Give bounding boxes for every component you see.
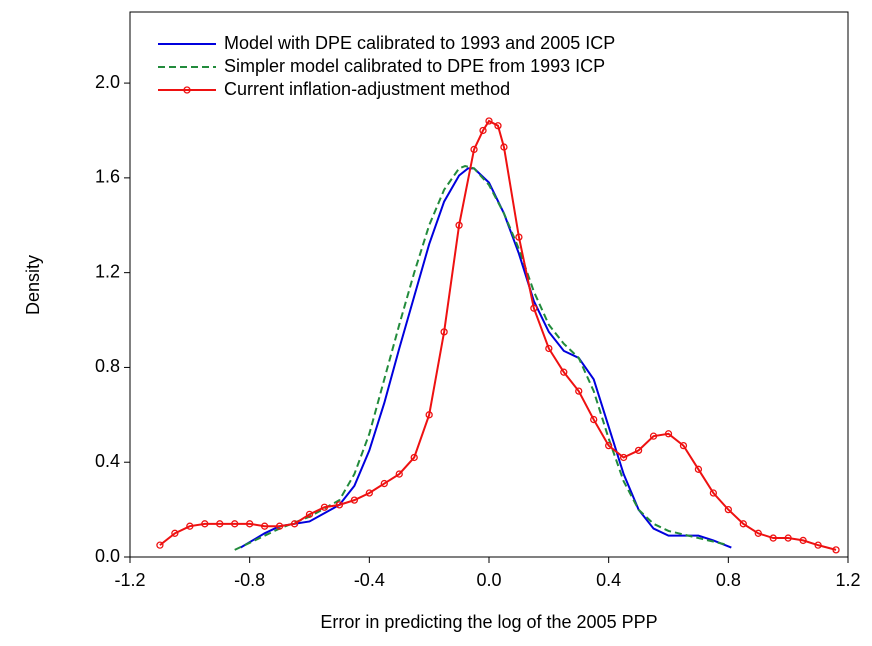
point-marker bbox=[440, 328, 448, 336]
point-marker bbox=[186, 522, 194, 530]
x-tick-label: 0.8 bbox=[716, 570, 741, 590]
point-marker bbox=[350, 496, 359, 504]
point-marker bbox=[201, 520, 209, 528]
point-marker bbox=[649, 432, 658, 440]
point-marker bbox=[575, 387, 583, 395]
point-marker bbox=[739, 520, 747, 528]
point-marker bbox=[799, 536, 807, 545]
point-marker bbox=[380, 479, 388, 488]
x-tick-label: -0.8 bbox=[234, 570, 265, 590]
point-marker bbox=[395, 470, 403, 478]
point-marker bbox=[769, 534, 777, 542]
point-marker bbox=[290, 520, 299, 528]
y-tick-label: 0.0 bbox=[95, 546, 120, 566]
y-tick-label: 0.4 bbox=[95, 451, 120, 471]
x-tick-label: -0.4 bbox=[354, 570, 385, 590]
point-marker bbox=[305, 510, 314, 518]
series-line bbox=[159, 119, 837, 551]
y-tick-label: 2.0 bbox=[95, 72, 120, 92]
point-marker bbox=[260, 522, 269, 530]
y-tick-label: 1.2 bbox=[95, 261, 120, 281]
legend-label: Model with DPE calibrated to 1993 and 20… bbox=[224, 33, 615, 53]
point-marker bbox=[814, 541, 822, 549]
legend-label: Simpler model calibrated to DPE from 199… bbox=[224, 56, 605, 76]
point-marker bbox=[485, 117, 493, 125]
point-marker bbox=[545, 344, 553, 353]
point-marker bbox=[664, 430, 673, 438]
point-marker bbox=[156, 541, 164, 549]
point-marker bbox=[590, 415, 598, 424]
point-marker bbox=[754, 529, 762, 537]
point-marker bbox=[365, 489, 373, 497]
series-line bbox=[240, 167, 732, 549]
point-marker bbox=[246, 520, 254, 528]
series-line bbox=[234, 164, 729, 551]
point-marker bbox=[709, 489, 718, 497]
x-tick-label: 1.2 bbox=[835, 570, 860, 590]
point-marker bbox=[425, 411, 433, 419]
point-marker bbox=[479, 126, 487, 135]
point-marker bbox=[784, 534, 792, 542]
x-tick-label: -1.2 bbox=[114, 570, 145, 590]
point-marker bbox=[724, 505, 732, 514]
point-marker bbox=[455, 221, 463, 229]
legend-marker bbox=[183, 86, 191, 94]
point-marker bbox=[679, 441, 688, 450]
point-marker bbox=[634, 446, 643, 455]
point-marker bbox=[605, 441, 613, 450]
point-marker bbox=[216, 520, 224, 528]
point-marker bbox=[320, 503, 329, 511]
y-axis-label: Density bbox=[23, 255, 43, 315]
point-marker bbox=[410, 453, 418, 462]
point-marker bbox=[560, 368, 568, 376]
point-marker bbox=[275, 522, 284, 530]
point-marker bbox=[500, 143, 508, 151]
point-marker bbox=[530, 304, 538, 312]
legend-label: Current inflation-adjustment method bbox=[224, 79, 510, 99]
point-marker bbox=[515, 233, 523, 241]
x-tick-label: 0.0 bbox=[476, 570, 501, 590]
y-tick-label: 1.6 bbox=[95, 167, 120, 187]
point-marker bbox=[832, 546, 840, 554]
point-marker bbox=[335, 501, 344, 509]
point-marker bbox=[494, 122, 502, 130]
point-marker bbox=[171, 529, 179, 537]
point-marker bbox=[619, 453, 628, 462]
x-axis-label: Error in predicting the log of the 2005 … bbox=[320, 612, 657, 632]
point-marker bbox=[231, 520, 239, 528]
y-tick-label: 0.8 bbox=[95, 356, 120, 376]
point-marker bbox=[470, 145, 478, 154]
point-marker bbox=[694, 465, 703, 473]
x-tick-label: 0.4 bbox=[596, 570, 621, 590]
